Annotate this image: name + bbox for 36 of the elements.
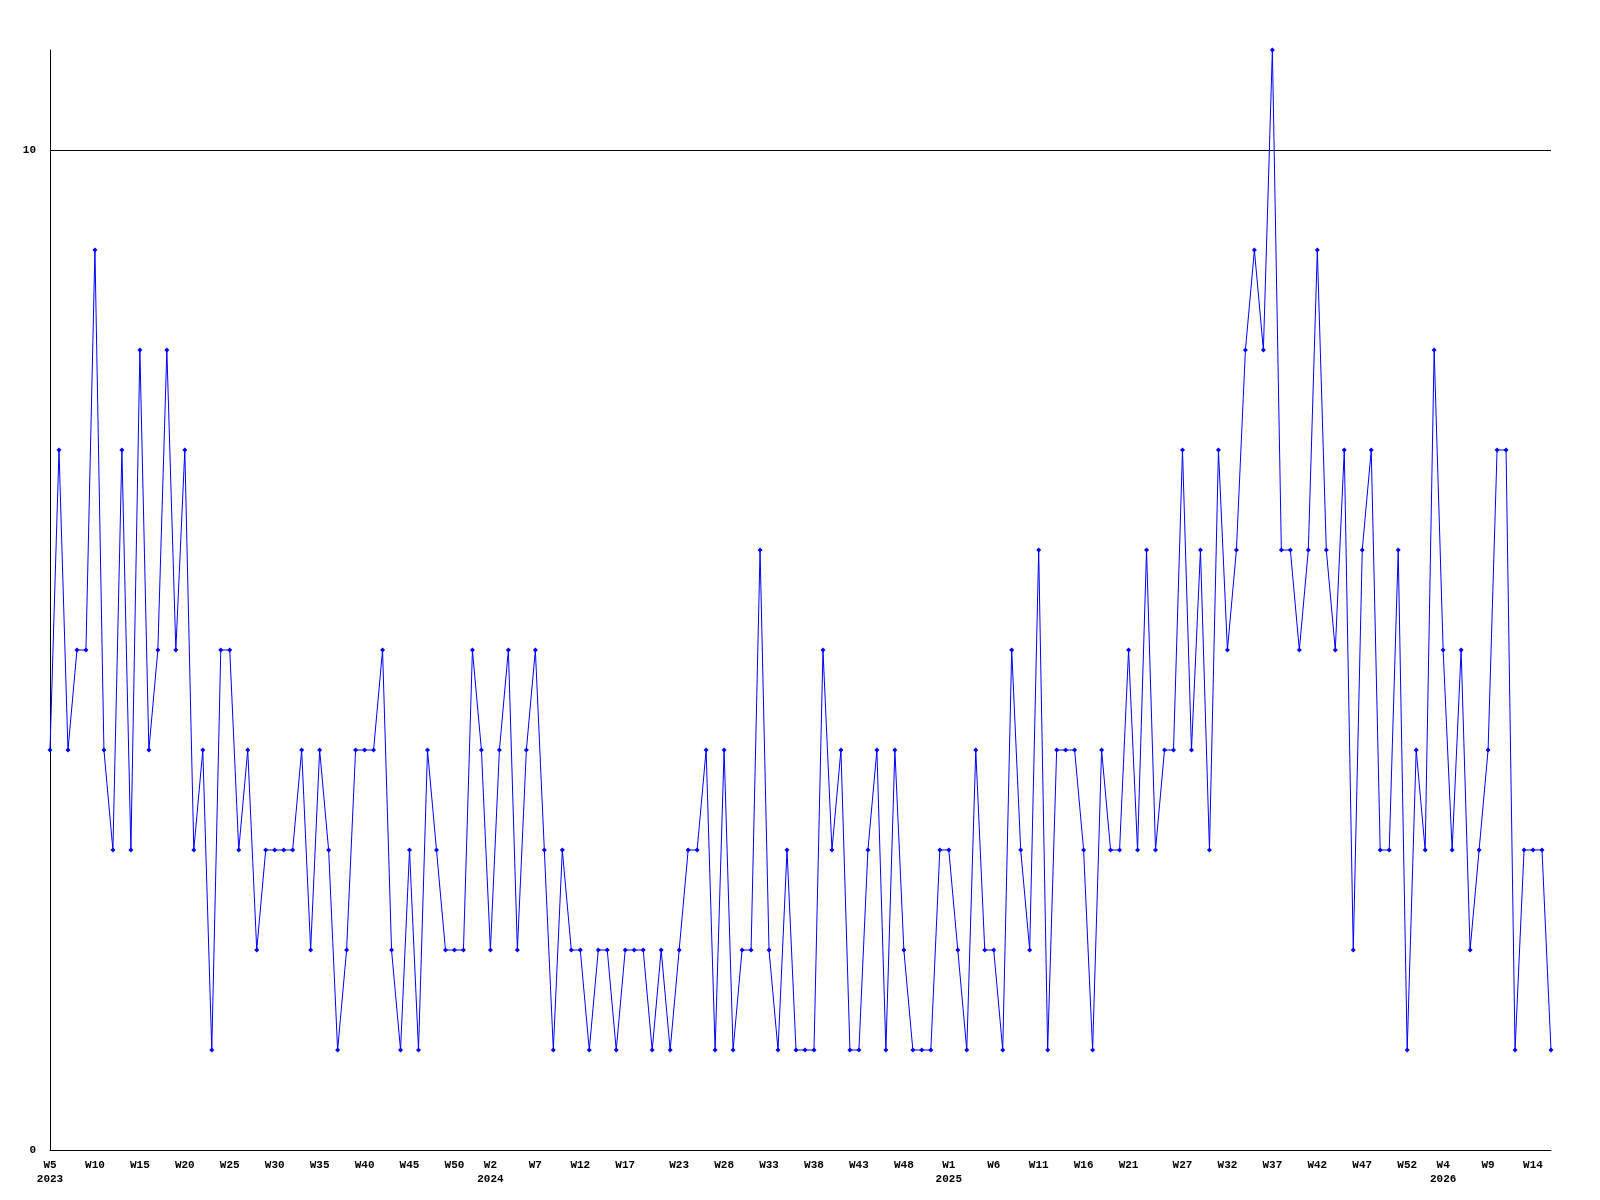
x-tick-label: W43 <box>849 1159 870 1171</box>
x-tick-label: W11 <box>1028 1159 1049 1171</box>
x-tick-label: W7 <box>528 1159 542 1171</box>
y-tick-label: 0 <box>29 1144 36 1156</box>
x-tick-label: W48 <box>893 1159 915 1171</box>
x-tick-label: W14 <box>1523 1159 1544 1171</box>
x-tick-label: W12 <box>570 1159 591 1171</box>
x-tick-label: W32 <box>1217 1159 1238 1171</box>
x-tick-label: W9 <box>1481 1159 1495 1171</box>
x-tick-label: W21 <box>1118 1159 1139 1171</box>
x-tick-label: W20 <box>174 1159 195 1171</box>
x-tick-label: W40 <box>354 1159 375 1171</box>
x-tick-label: W28 <box>714 1159 735 1171</box>
x-tick-label: W42 <box>1307 1159 1328 1171</box>
x-tick-label: W23 <box>669 1159 690 1171</box>
x-tick-label: W47 <box>1352 1159 1373 1171</box>
x-tick-label: W1 2025 <box>935 1159 963 1185</box>
x-tick-label: W33 <box>759 1159 780 1171</box>
x-tick-label: W27 <box>1172 1159 1193 1171</box>
x-tick-label: W17 <box>615 1159 636 1171</box>
x-tick-label: W15 <box>129 1159 151 1171</box>
x-tick-label: W25 <box>219 1159 241 1171</box>
x-tick-label: W16 <box>1073 1159 1094 1171</box>
x-tick-label: W5 2023 <box>36 1159 64 1185</box>
x-tick-label: W38 <box>804 1159 825 1171</box>
x-tick-label: W35 <box>309 1159 330 1171</box>
x-tick-label: W37 <box>1262 1159 1283 1171</box>
x-tick-label: W45 <box>399 1159 420 1171</box>
x-tick-label: W4 2026 <box>1429 1159 1457 1185</box>
x-tick-label: W50 <box>444 1159 465 1171</box>
y-tick-label: 10 <box>22 144 36 156</box>
x-tick-label: W6 <box>987 1159 1001 1171</box>
x-tick-label: W30 <box>264 1159 285 1171</box>
x-tick-label: W10 <box>85 1159 105 1171</box>
x-tick-label: W2 2024 <box>477 1159 505 1185</box>
x-tick-label: W52 <box>1397 1159 1418 1171</box>
